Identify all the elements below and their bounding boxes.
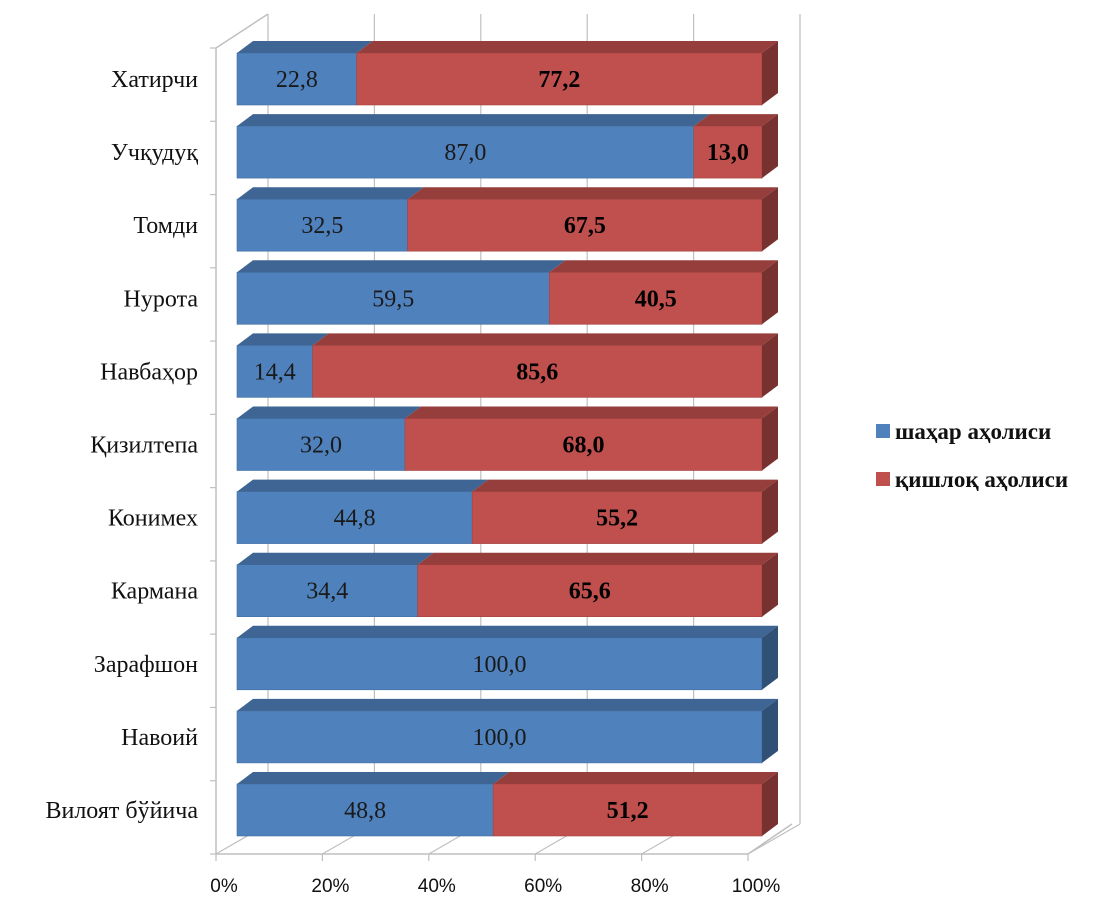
data-label: 67,5: [564, 213, 606, 239]
bar-rural: [407, 187, 778, 252]
bar-rural: [549, 260, 778, 325]
bar-rural: [356, 41, 778, 106]
category-label: Учқудуқ: [111, 140, 198, 166]
data-label: 55,2: [596, 506, 638, 532]
bar-urban: [236, 625, 778, 691]
bar-urban: [236, 772, 510, 837]
bar-side: [762, 772, 778, 836]
bar-rural: [417, 552, 778, 618]
bar-urban: [236, 698, 778, 764]
data-label: 48,8: [344, 798, 386, 824]
bar-side: [762, 406, 778, 471]
legend-swatch-rural: [876, 472, 890, 486]
data-label: 34,4: [306, 579, 348, 605]
data-label: 32,0: [300, 433, 342, 459]
x-tick-label: 20%: [311, 876, 349, 897]
bar-urban: [236, 552, 434, 618]
legend-label-urban: шаҳар аҳолиси: [895, 419, 1051, 444]
data-label: 13,0: [707, 140, 749, 166]
bar-urban: [236, 333, 329, 398]
data-label: 68,0: [563, 433, 605, 459]
bar-rural: [693, 114, 778, 179]
category-label: Навбаҳор: [100, 359, 198, 385]
category-label: Навоий: [121, 725, 198, 751]
bar-side: [762, 260, 778, 325]
x-tick-label: 100%: [732, 876, 781, 897]
data-label: 14,4: [254, 359, 296, 385]
data-label: 65,6: [569, 579, 611, 605]
chart-bars: 48,8 51,2 100,0 100,0 34,4 65,6 44,8 55,2 32,0 68…: [236, 41, 778, 837]
bar-urban: [236, 479, 489, 544]
bar-side: [762, 552, 778, 617]
category-label: Вилоят бўйича: [45, 798, 198, 824]
bar-side: [762, 479, 778, 544]
category-label: Қизилтепа: [90, 433, 198, 459]
data-label: 51,2: [607, 798, 649, 824]
bar-rural: [471, 479, 778, 544]
category-label: Хатирчи: [111, 67, 198, 93]
bar-side: [762, 698, 778, 763]
bar-rural: [312, 333, 778, 398]
bar-urban: [236, 406, 421, 471]
bar-urban: [236, 114, 710, 179]
x-tick-label: 0%: [210, 876, 238, 897]
bar-urban: [236, 41, 373, 106]
x-tick-label: 80%: [631, 876, 669, 897]
data-label: 40,5: [635, 286, 677, 312]
x-tick-label: 40%: [418, 876, 456, 897]
category-labels: Вилоят бўйича Навоий Зарафшон Кармана Кониме…: [45, 67, 198, 824]
legend-label-rural: қишлоқ аҳолиси: [895, 467, 1068, 492]
category-label: Нурота: [124, 286, 199, 312]
data-label: 87,0: [444, 140, 486, 166]
bar-side: [762, 187, 778, 252]
category-label: Зарафшон: [94, 652, 198, 678]
data-label: 100,0: [473, 725, 527, 751]
bar-urban: [236, 187, 424, 252]
x-axis-ticks: 0% 20% 40% 60% 80% 100%: [210, 876, 780, 897]
bar-rural: [404, 406, 778, 471]
data-label: 85,6: [516, 359, 558, 385]
legend-swatch-urban: [876, 424, 890, 438]
data-label: 22,8: [276, 67, 318, 93]
x-tick-label: 60%: [524, 876, 562, 897]
bar-side: [762, 625, 778, 690]
legend: шаҳар аҳолиси қишлоқ аҳолиси: [876, 419, 1068, 492]
data-label: 100,0: [473, 652, 527, 678]
data-label: 44,8: [334, 506, 376, 532]
floor-gridline: [747, 823, 801, 855]
data-label: 59,5: [372, 286, 414, 312]
data-label: 32,5: [301, 213, 343, 239]
data-label: 77,2: [538, 67, 580, 93]
category-label: Кармана: [111, 579, 199, 605]
bar-rural: [492, 772, 778, 837]
bar-side: [762, 114, 778, 179]
category-label: Томди: [133, 213, 198, 239]
category-label: Конимех: [108, 506, 198, 532]
bar-side: [762, 41, 778, 105]
bar-side: [762, 333, 778, 398]
